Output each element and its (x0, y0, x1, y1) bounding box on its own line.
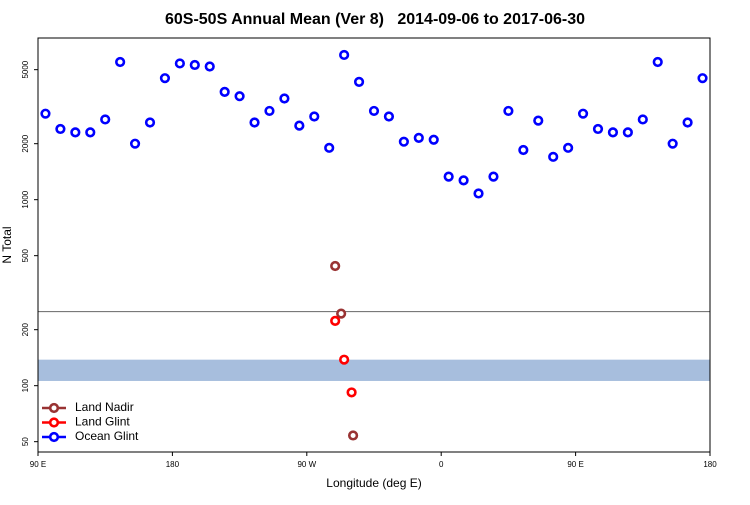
point (144, 117, 156, 128)
point (548, 151, 559, 162)
x-tick-label: 90 E (567, 460, 583, 469)
point (294, 120, 305, 131)
legend-label: Land Nadir (75, 400, 134, 414)
point (159, 73, 171, 84)
point (330, 315, 341, 326)
point (339, 49, 350, 61)
point (279, 93, 290, 104)
point (324, 142, 335, 153)
legend-marker (48, 417, 60, 428)
plot-frame (37, 37, 711, 453)
y-tick-label: 5000 (21, 60, 30, 78)
point (55, 123, 66, 135)
x-tick-label: 0 (439, 460, 444, 469)
point (518, 144, 529, 156)
point (309, 111, 320, 122)
legend-marker (48, 402, 60, 414)
point (637, 114, 648, 125)
point (503, 105, 514, 117)
x-axis-label: Longitude (deg E) (326, 476, 421, 490)
point (383, 111, 395, 122)
y-tick-label: 100 (21, 378, 30, 392)
legend-label: Land Glint (75, 415, 130, 429)
point (682, 117, 693, 128)
band (38, 359, 710, 381)
point (413, 132, 424, 143)
point (443, 171, 454, 182)
y-tick-label: 500 (21, 248, 30, 262)
point (129, 138, 141, 149)
point (115, 56, 126, 68)
x-tick-label: 90 E (30, 460, 46, 469)
point (488, 171, 499, 182)
point (174, 58, 185, 69)
point (346, 387, 357, 398)
point (100, 114, 111, 125)
point (533, 115, 544, 126)
point (40, 108, 51, 119)
point (577, 108, 589, 119)
point (204, 61, 215, 72)
point (85, 127, 96, 138)
point (219, 86, 230, 97)
point (622, 127, 633, 138)
chart-title: 60S-50S Annual Mean (Ver 8) 2014-09-06 t… (165, 11, 585, 28)
point (398, 136, 409, 147)
point (347, 430, 359, 441)
x-tick-label: 90 W (297, 460, 316, 469)
legend-marker (48, 431, 60, 443)
y-axis-label: N Total (0, 226, 14, 263)
x-tick-label: 180 (703, 460, 717, 469)
point (339, 354, 350, 365)
point (428, 134, 439, 145)
point (330, 260, 341, 272)
point (458, 175, 469, 186)
y-tick-label: 50 (21, 437, 30, 446)
point (189, 59, 200, 71)
point (368, 105, 380, 117)
y-tick-label: 1000 (21, 190, 30, 208)
point (697, 73, 708, 84)
point (607, 127, 619, 138)
point (592, 123, 604, 135)
point (473, 188, 484, 199)
point (353, 76, 365, 87)
point (667, 138, 678, 149)
point (70, 127, 81, 138)
y-tick-label: 2000 (21, 134, 30, 152)
y-tick-label: 200 (21, 322, 30, 336)
point (264, 105, 275, 117)
point (652, 56, 663, 68)
x-tick-label: 180 (166, 460, 180, 469)
point (563, 142, 574, 153)
point (234, 91, 245, 102)
point (336, 308, 347, 319)
point (249, 117, 260, 128)
legend-label: Ocean Glint (75, 429, 139, 443)
